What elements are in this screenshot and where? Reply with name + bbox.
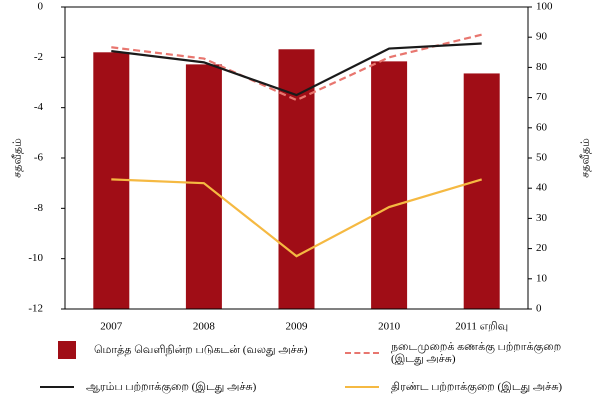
legend-label: மொத்த வெளிநின்ற படுகடன் (வலது அச்சு) bbox=[94, 344, 308, 356]
y2-axis-label: சதவீதம் bbox=[580, 138, 592, 178]
x-tick-label: 2010 bbox=[378, 321, 401, 333]
x-tick-label: 2007 bbox=[100, 321, 123, 333]
y2-tick-label: 30 bbox=[536, 212, 548, 224]
y2-tick-label: 90 bbox=[536, 31, 548, 43]
bar bbox=[185, 64, 222, 309]
y-tick-label: -4 bbox=[34, 101, 44, 113]
chart: சதவீதம் சதவீதம் 0 -2 -4 -6 -8 -10 -12 0 10 20 30 40… bbox=[12, 1, 592, 333]
legend-item: மொத்த வெளிநின்ற படுகடன் (வலது அச்சு) bbox=[58, 341, 308, 359]
x-tick-label: 2011 எறிவு bbox=[455, 321, 508, 333]
y-tick-label: -6 bbox=[34, 152, 44, 164]
y2-tick-label: 60 bbox=[536, 121, 548, 133]
y-tick-label: -8 bbox=[34, 202, 44, 214]
legend-item: ஆரம்ப பற்றாக்குறை (இடது அச்சு) bbox=[40, 379, 290, 395]
line bbox=[111, 178, 483, 258]
legend-swatch bbox=[40, 379, 74, 395]
legend-label: ஆரம்ப பற்றாக்குறை (இடது அச்சு) bbox=[86, 381, 257, 393]
y2-tick-label: 50 bbox=[536, 152, 548, 164]
legend-swatch bbox=[58, 341, 76, 359]
y2-tick-label: 70 bbox=[536, 91, 548, 103]
x-tick-label: 2009 bbox=[286, 321, 309, 333]
y2-tick-label: 100 bbox=[536, 1, 553, 13]
legend-swatch bbox=[345, 379, 379, 395]
y2-tick-label: 40 bbox=[536, 182, 548, 194]
y-tick-label: 0 bbox=[38, 1, 44, 13]
legend-label: நடைமுறைக் கணக்கு பற்றாக்குறை (இடது அச்சு… bbox=[391, 341, 562, 365]
legend-label: திரண்ட பற்றாக்குறை (இடது அச்சு) bbox=[391, 381, 563, 393]
plot-frame bbox=[64, 6, 529, 310]
y-tick-label: -10 bbox=[28, 252, 43, 264]
y2-tick-label: 80 bbox=[536, 61, 548, 73]
legend-item: நடைமுறைக் கணக்கு பற்றாக்குறை (இடது அச்சு… bbox=[345, 341, 595, 365]
bar bbox=[371, 61, 408, 309]
bar bbox=[463, 73, 500, 309]
x-tick-label: 2008 bbox=[193, 321, 216, 333]
y2-tick-label: 0 bbox=[536, 303, 542, 315]
legend-item: திரண்ட பற்றாக்குறை (இடது அச்சு) bbox=[345, 379, 595, 395]
y2-tick-label: 20 bbox=[536, 242, 548, 254]
y-axis-label: சதவீதம் bbox=[12, 138, 24, 178]
line bbox=[111, 42, 482, 97]
bar bbox=[278, 49, 315, 309]
y-tick-label: -12 bbox=[28, 303, 43, 315]
y2-tick-label: 10 bbox=[536, 272, 548, 284]
y-tick-label: -2 bbox=[34, 51, 43, 63]
legend-swatch bbox=[345, 345, 379, 361]
